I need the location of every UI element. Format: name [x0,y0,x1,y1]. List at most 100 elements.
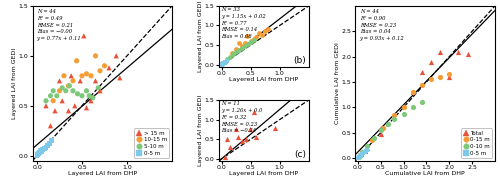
Point [360,151,368,154]
Point [85,94,93,97]
Y-axis label: Layered LAI from GEDI: Layered LAI from GEDI [12,48,17,119]
Point [58,86,66,89]
Point [261,30,269,33]
Point [36,151,44,154]
Point [418,83,426,86]
Point [38,150,46,153]
Point [224,57,232,60]
Point [354,156,362,159]
Point [256,32,264,35]
Point [56,79,64,82]
X-axis label: Layered LAI from DHP: Layered LAI from DHP [229,171,298,176]
Point [228,51,236,54]
Point [408,91,416,94]
Point [92,54,100,57]
Point [363,149,371,152]
Point [376,132,384,135]
Point [72,59,80,62]
Point [78,74,86,77]
Point [400,112,407,115]
Point [74,92,82,95]
Point [89,96,97,99]
Point [363,146,371,150]
Point [427,60,435,63]
Point [80,34,88,37]
Point [390,113,398,117]
Point [66,84,74,87]
Point [232,47,240,51]
Text: N = 33
y = 1.15x + 0.02
R² = 0.77
RMSE = 0.14
Bias = 0.08: N = 33 y = 1.15x + 0.02 R² = 0.77 RMSE =… [222,7,266,39]
Point [354,155,362,158]
Point [112,54,120,57]
Point [218,63,226,66]
Point [427,78,435,81]
Point [241,42,249,45]
Point [446,73,454,76]
Point [42,99,50,102]
Point [49,99,57,102]
Text: (b): (b) [294,56,306,65]
Point [358,152,366,156]
Point [358,152,366,156]
Point [243,35,251,38]
Point [38,149,46,152]
Point [436,50,444,53]
Point [116,76,124,79]
Point [40,147,48,150]
Point [42,146,50,149]
X-axis label: Layered LAI from DHP: Layered LAI from DHP [229,77,298,82]
Point [234,136,242,139]
Point [219,62,227,65]
Point [446,75,454,79]
Point [226,55,234,58]
Point [33,154,41,157]
Point [51,109,59,112]
Point [82,89,90,92]
Point [356,154,364,157]
Point [238,44,246,47]
Point [384,122,392,125]
Point [87,99,95,102]
Point [232,128,240,131]
Point [38,148,46,151]
Point [368,138,376,142]
Point [78,94,86,97]
Point [241,44,249,47]
Point [230,52,237,55]
Point [356,155,364,158]
Point [418,70,426,74]
Point [238,47,246,50]
Point [232,51,240,54]
Point [252,36,260,39]
Point [224,60,232,63]
Point [360,150,368,153]
Point [82,106,90,109]
Point [370,136,378,139]
Point [105,66,113,69]
Point [235,48,243,51]
Point [67,74,75,77]
Point [454,50,462,53]
Point [218,63,226,66]
Point [44,144,52,147]
Y-axis label: Layered LAI from GEDI: Layered LAI from GEDI [198,1,203,72]
Legend: > 15 m, 10-15 m, 5-10 m, 0-5 m: > 15 m, 10-15 m, 5-10 m, 0-5 m [134,129,169,158]
Point [408,91,416,94]
Point [252,136,260,139]
Legend: Total, 0-15 m, 0-10 m, 0-5 m: Total, 0-15 m, 0-10 m, 0-5 m [461,129,492,158]
Point [220,61,228,64]
Point [436,75,444,79]
Point [250,38,258,41]
Point [246,128,254,131]
Point [96,89,104,92]
Point [358,151,366,154]
Y-axis label: Layered LAI from GEDI: Layered LAI from GEDI [198,95,203,166]
Point [87,74,95,77]
Text: N = 44
R² = 0.90
RMSE = 0.23
Bias = 0.04
y = 0.93x + 0.12: N = 44 R² = 0.90 RMSE = 0.23 Bias = 0.04… [360,9,405,41]
Point [220,155,228,158]
Y-axis label: Cumulative LAI from GEDI: Cumulative LAI from GEDI [335,42,340,124]
Point [76,79,84,82]
Point [60,74,68,77]
Point [56,89,64,92]
Text: N = 11
y = 1.26x + 0.0
R² = 0.32
RMSE = 0.23
Bias = −0.24: N = 11 y = 1.26x + 0.0 R² = 0.32 RMSE = … [222,101,263,133]
